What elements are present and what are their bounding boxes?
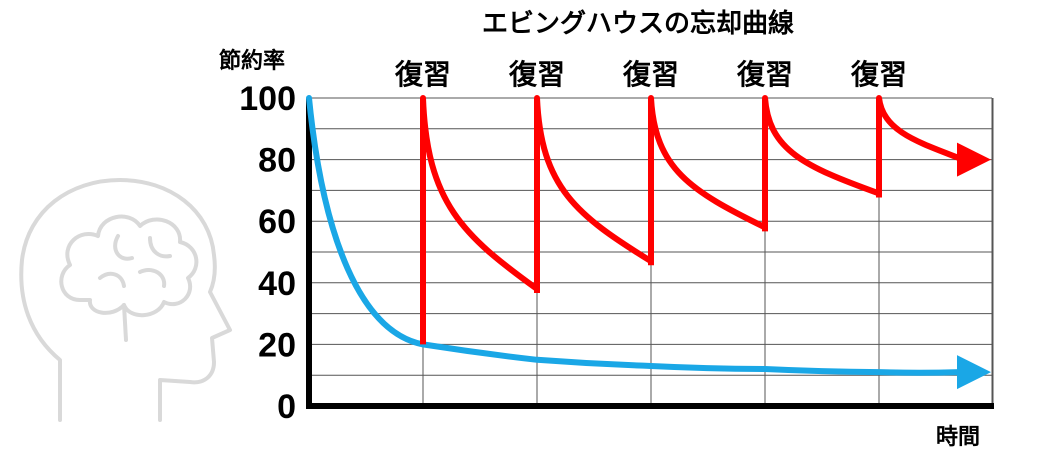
chart-title: エビングハウスの忘却曲線	[482, 8, 794, 39]
review-label: 復習	[850, 58, 907, 91]
curve-review-4	[762, 95, 882, 228]
y-tick-label: 40	[258, 265, 296, 303]
review-label: 復習	[508, 58, 565, 91]
curve-no-review	[306, 95, 962, 376]
y-tick-label: 100	[239, 80, 296, 118]
review-labels: 復習 復習 復習 復習 復習	[394, 58, 907, 91]
review-label: 復習	[736, 58, 793, 91]
curve-review-2	[534, 95, 654, 289]
curve-review-1	[420, 95, 540, 345]
x-axis-label: 時間	[936, 425, 980, 450]
y-tick-label: 60	[258, 203, 296, 241]
curve-review-3	[648, 95, 768, 262]
y-tick-label: 0	[277, 388, 296, 426]
review-label: 復習	[622, 58, 679, 91]
y-tick-label: 20	[258, 326, 296, 364]
plot-area	[306, 95, 991, 390]
y-tick-label: 80	[258, 142, 296, 180]
curve-review-5	[876, 95, 965, 194]
curve-no-review-arrow	[957, 355, 991, 390]
curve-review-arrow	[957, 142, 991, 177]
head-brain-icon	[19, 178, 232, 422]
y-axis-label: 節約率	[219, 48, 285, 74]
y-tick-labels: 0 20 40 60 80 100	[239, 80, 296, 426]
review-label: 復習	[394, 58, 451, 91]
